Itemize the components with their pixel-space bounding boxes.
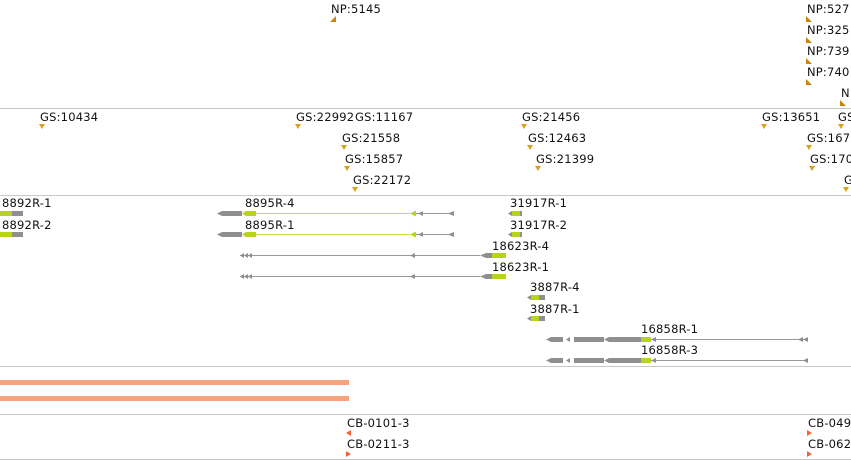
gs-label[interactable]: GS:15857 <box>345 152 404 166</box>
np-marker-icon[interactable] <box>806 58 812 64</box>
gene-model-8892R-1 <box>0 211 23 216</box>
gs-label[interactable]: G <box>844 173 851 187</box>
np-label[interactable]: NP:5145 <box>331 2 382 16</box>
gs-marker-icon[interactable] <box>761 124 767 129</box>
cb-marker-icon[interactable] <box>807 430 812 436</box>
gene-model-3887R-1 <box>527 316 545 321</box>
gene-label[interactable]: 31917R-2 <box>510 218 568 232</box>
gene-label[interactable]: 16858R-1 <box>641 322 699 336</box>
gs-label[interactable]: GS:12463 <box>528 131 587 145</box>
orange-feature-bar[interactable] <box>0 396 349 401</box>
gene-model-18623R-1 <box>240 274 506 279</box>
gs-label[interactable]: GS:10434 <box>40 110 99 124</box>
gs-label[interactable]: GS:13651 <box>762 110 821 124</box>
gene-model-glyphs[interactable] <box>0 196 851 366</box>
gs-label[interactable]: GS:11167 <box>355 110 414 124</box>
track-divider <box>0 414 851 415</box>
np-marker-icon[interactable] <box>330 16 336 22</box>
gene-model-31917R-1 <box>508 211 522 216</box>
cb-label[interactable]: CB-049 <box>808 416 851 430</box>
gene-label[interactable]: 3887R-4 <box>530 280 580 294</box>
gene-model-31917R-2 <box>508 232 522 237</box>
track-divider <box>0 195 851 196</box>
gs-label[interactable]: GS:22172 <box>353 173 412 187</box>
gs-marker-icon[interactable] <box>535 166 541 171</box>
gene-model-8895R-4 <box>217 210 454 217</box>
track-divider <box>0 108 851 109</box>
gene-label[interactable]: 31917R-1 <box>510 196 568 210</box>
np-marker-icon[interactable] <box>806 79 812 85</box>
gene-label[interactable]: 8895R-4 <box>245 196 295 210</box>
gene-label[interactable]: 18623R-1 <box>492 260 550 274</box>
gene-label[interactable]: 3887R-1 <box>530 302 580 316</box>
orange-bar-track <box>0 367 851 414</box>
gs-label[interactable]: GS:167 <box>807 131 851 145</box>
gene-model-3887R-4 <box>527 295 545 300</box>
gs-track: GS:10434 GS:22992 GS:11167 GS:21558 GS:1… <box>0 109 851 195</box>
gs-marker-icon[interactable] <box>527 145 533 150</box>
track-divider <box>0 366 851 367</box>
gene-model-16858R-1 <box>546 337 808 342</box>
gs-marker-icon[interactable] <box>341 145 347 150</box>
gs-marker-icon[interactable] <box>352 187 358 192</box>
gene-label[interactable]: 18623R-4 <box>492 239 550 253</box>
gs-label[interactable]: GS:21558 <box>342 131 401 145</box>
gs-marker-icon[interactable] <box>39 124 45 129</box>
np-track: NP:5145 NP:527 NP:325 NP:739 NP:740 N <box>0 0 851 108</box>
gs-label[interactable]: GS:22992 <box>296 110 355 124</box>
gs-marker-icon[interactable] <box>809 166 815 171</box>
gene-label[interactable]: 8892R-1 <box>2 196 52 210</box>
cb-track: CB-0101-3 CB-0211-3 CB-049 CB-062 <box>0 415 851 460</box>
gene-model-8895R-1 <box>217 231 454 238</box>
np-label[interactable]: NP:740 <box>807 65 850 79</box>
gs-marker-icon[interactable] <box>806 145 812 150</box>
np-marker-icon[interactable] <box>806 37 812 43</box>
gs-label[interactable]: GS:21456 <box>522 110 581 124</box>
orange-feature-bar[interactable] <box>0 380 349 385</box>
cb-label[interactable]: CB-0211-3 <box>347 437 410 451</box>
gs-marker-icon[interactable] <box>843 187 849 192</box>
np-label[interactable]: NP:527 <box>807 2 850 16</box>
cb-marker-icon[interactable] <box>807 451 812 457</box>
gs-marker-icon[interactable] <box>838 124 844 129</box>
cb-label[interactable]: CB-0101-3 <box>347 416 410 430</box>
np-marker-icon[interactable] <box>840 100 846 106</box>
np-marker-icon[interactable] <box>806 16 812 22</box>
gs-marker-icon[interactable] <box>521 124 527 129</box>
cb-label[interactable]: CB-062 <box>808 437 851 451</box>
np-label[interactable]: NP:325 <box>807 23 850 37</box>
cb-marker-icon[interactable] <box>346 451 351 457</box>
cb-marker-icon[interactable] <box>346 430 351 436</box>
gs-marker-icon[interactable] <box>295 124 301 129</box>
gene-label[interactable]: 8895R-1 <box>245 218 295 232</box>
np-label[interactable]: NP:739 <box>807 44 850 58</box>
gene-model-16858R-3 <box>546 358 808 363</box>
gs-label[interactable]: GS <box>838 110 851 124</box>
gs-label[interactable]: GS:170 <box>810 152 851 166</box>
gene-model-18623R-4 <box>240 253 506 258</box>
gene-label[interactable]: 16858R-3 <box>641 343 699 357</box>
gene-label[interactable]: 8892R-2 <box>2 218 52 232</box>
gene-track: 8892R-1 8892R-2 8895R-4 8895R-1 31917R-1… <box>0 196 851 366</box>
gs-label[interactable]: GS:21399 <box>536 152 595 166</box>
gs-marker-icon[interactable] <box>344 166 350 171</box>
np-label[interactable]: N <box>841 86 850 100</box>
gene-model-8892R-2 <box>0 232 23 237</box>
